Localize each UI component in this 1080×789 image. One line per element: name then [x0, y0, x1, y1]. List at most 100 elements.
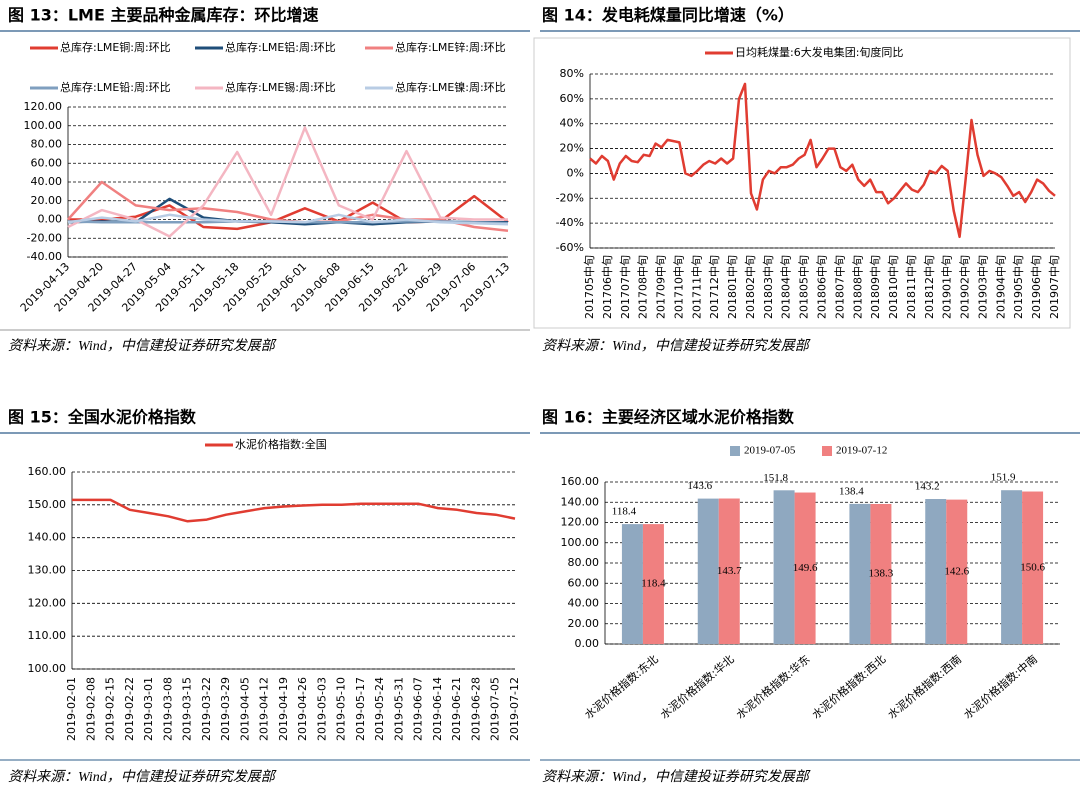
y-tick-label: 20%	[560, 142, 584, 155]
data-label: 149.6	[793, 562, 818, 574]
legend-label: 日均耗煤量:6大发电集团:旬度同比	[735, 45, 903, 59]
y-tick-label: 20.00	[568, 617, 600, 630]
x-tick-label: 2019-05-10	[335, 677, 348, 741]
bar	[773, 490, 795, 644]
data-label: 138.4	[839, 485, 864, 497]
x-tick-label: 201904中旬	[994, 255, 1007, 319]
y-tick-label: 120.00	[561, 516, 600, 529]
x-tick-label: 水泥价格指数:西南	[885, 652, 964, 722]
series-line	[67, 126, 508, 238]
figure-title: 图 15：全国水泥价格指数	[8, 408, 197, 427]
x-tick-label: 201902中旬	[959, 255, 972, 319]
x-tick-label: 水泥价格指数:西北	[809, 652, 888, 722]
x-tick-label: 2019-03-29	[219, 677, 232, 741]
x-tick-label: 201809中旬	[869, 255, 882, 319]
x-tick-label: 2019-03-22	[200, 677, 213, 741]
x-tick-label: 2019-04-26	[296, 677, 309, 741]
figure-title: 图 16：主要经济区域水泥价格指数	[542, 408, 795, 427]
x-tick-label: 水泥价格指数:中南	[961, 652, 1040, 722]
legend-label: 总库存:LME锌:周:环比	[395, 40, 506, 54]
data-label: 118.4	[641, 578, 666, 590]
x-tick-label: 201906中旬	[1030, 255, 1043, 319]
y-tick-label: 60.00	[31, 156, 63, 169]
y-tick-label: 80.00	[568, 556, 600, 569]
data-label: 143.6	[687, 480, 712, 492]
x-tick-label: 2019-04-19	[277, 677, 290, 741]
y-tick-label: 60%	[560, 92, 584, 105]
y-tick-label: 130.00	[28, 564, 67, 577]
source-note: 资料来源：Wind，中信建投证券研究发展部	[542, 338, 811, 354]
y-tick-label: 140.00	[561, 495, 600, 508]
data-label: 143.7	[717, 565, 742, 577]
x-tick-label: 201804中旬	[780, 255, 793, 319]
series-line	[72, 498, 516, 523]
x-tick-label: 2019-03-08	[161, 677, 174, 741]
figure-title: 图 14：发电耗煤量同比增速（%）	[542, 6, 794, 25]
data-label: 118.4	[612, 506, 637, 518]
x-tick-label: 201808中旬	[851, 255, 864, 319]
x-tick-label: 201706中旬	[601, 255, 614, 319]
x-tick-label: 201707中旬	[619, 255, 632, 319]
y-tick-label: -40.00	[27, 250, 62, 263]
data-label: 150.6	[1020, 561, 1045, 573]
legend-label: 总库存:LME铅:周:环比	[60, 80, 171, 94]
legend-swatch	[822, 446, 832, 456]
bar	[870, 503, 892, 644]
series-line	[589, 82, 1056, 239]
data-label: 143.2	[915, 481, 940, 493]
x-tick-label: 2019-02-08	[84, 677, 97, 741]
x-tick-label: 201806中旬	[816, 255, 829, 319]
y-tick-label: -40%	[556, 216, 584, 229]
x-tick-label: 2019-05-31	[392, 677, 405, 741]
x-tick-label: 201712中旬	[708, 255, 721, 319]
legend-label: 总库存:LME锡:周:环比	[225, 80, 336, 94]
legend-label: 总库存:LME镍:周:环比	[395, 80, 506, 94]
y-tick-label: 20.00	[31, 194, 63, 207]
y-tick-label: 80.00	[31, 138, 63, 151]
y-tick-label: 0.00	[38, 213, 63, 226]
bar	[621, 524, 643, 644]
bar	[946, 499, 968, 644]
y-tick-label: 150.00	[28, 498, 67, 511]
figure-title: 图 13：LME 主要品种金属库存：环比增速	[8, 6, 318, 25]
bar	[1022, 491, 1044, 644]
y-tick-label: -20%	[556, 191, 584, 204]
y-tick-label: 0.00	[575, 637, 600, 650]
y-tick-label: 160.00	[28, 465, 67, 478]
x-tick-label: 201709中旬	[655, 255, 668, 319]
x-tick-label: 2019-05-17	[354, 677, 367, 741]
x-tick-label: 201705中旬	[583, 255, 596, 319]
x-tick-label: 201803中旬	[762, 255, 775, 319]
x-tick-label: 2019-02-15	[104, 677, 117, 741]
legend-label: 总库存:LME铜:周:环比	[60, 40, 171, 54]
legend-swatch	[730, 446, 740, 456]
x-tick-label: 2019-07-12	[508, 677, 521, 741]
y-tick-label: 60.00	[568, 576, 600, 589]
bar	[849, 503, 871, 644]
x-tick-label: 201810中旬	[887, 255, 900, 319]
x-tick-label: 2019-03-15	[181, 677, 194, 741]
x-tick-label: 水泥价格指数:华北	[657, 652, 736, 722]
x-tick-label: 2019-04-12	[258, 677, 271, 741]
data-label: 151.8	[763, 472, 788, 484]
y-tick-label: 110.00	[28, 629, 67, 642]
data-label: 142.6	[944, 565, 969, 577]
y-tick-label: 40.00	[31, 175, 63, 188]
x-tick-label: 2019-04-05	[238, 677, 251, 741]
x-tick-label: 201903中旬	[976, 255, 989, 319]
x-tick-label: 2019-05-03	[315, 677, 328, 741]
data-label: 138.3	[869, 568, 894, 580]
bar	[697, 498, 719, 644]
y-tick-label: 100.00	[561, 536, 600, 549]
bar	[642, 524, 664, 644]
x-tick-label: 201907中旬	[1048, 255, 1061, 319]
legend-label: 2019-07-05	[744, 445, 796, 457]
x-tick-label: 2019-02-01	[65, 677, 78, 741]
bar	[794, 492, 816, 644]
y-tick-label: 100.00	[28, 662, 67, 675]
y-tick-label: 140.00	[28, 531, 67, 544]
panel-frame	[533, 37, 1071, 329]
x-tick-label: 201901中旬	[941, 255, 954, 319]
legend-label: 总库存:LME铝:周:环比	[225, 40, 336, 54]
